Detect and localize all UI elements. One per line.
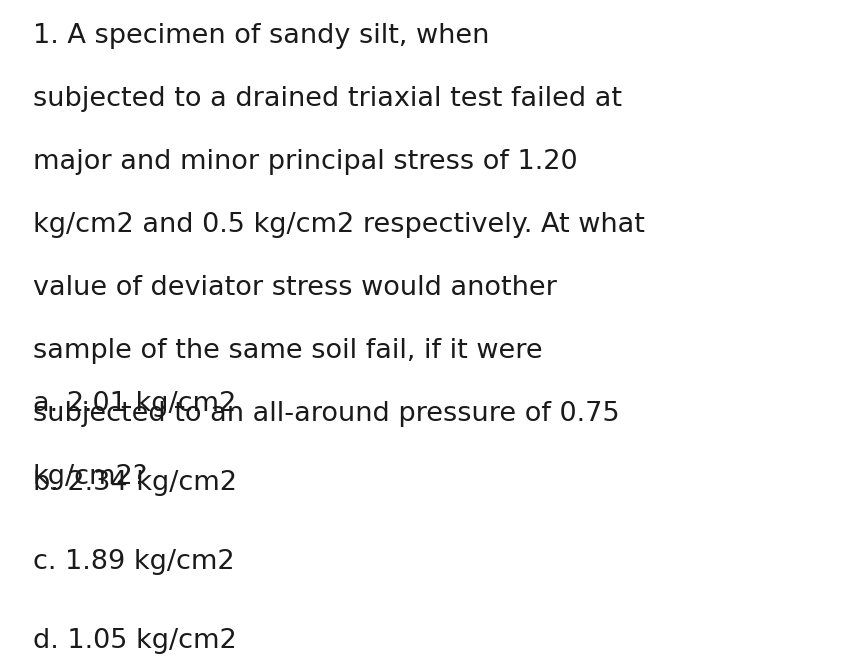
Text: value of deviator stress would another: value of deviator stress would another	[33, 275, 557, 301]
Text: major and minor principal stress of 1.20: major and minor principal stress of 1.20	[33, 149, 577, 175]
Text: b. 2.34 kg/cm2: b. 2.34 kg/cm2	[33, 470, 237, 496]
Text: 1. A specimen of sandy silt, when: 1. A specimen of sandy silt, when	[33, 23, 489, 50]
Text: d. 1.05 kg/cm2: d. 1.05 kg/cm2	[33, 628, 237, 654]
Text: a. 2.01 kg/cm2: a. 2.01 kg/cm2	[33, 391, 236, 417]
Text: kg/cm2 and 0.5 kg/cm2 respectively. At what: kg/cm2 and 0.5 kg/cm2 respectively. At w…	[33, 212, 645, 238]
Text: subjected to a drained triaxial test failed at: subjected to a drained triaxial test fai…	[33, 86, 622, 112]
Text: kg/cm2?: kg/cm2?	[33, 464, 148, 490]
Text: sample of the same soil fail, if it were: sample of the same soil fail, if it were	[33, 338, 543, 364]
Text: subjected to an all-around pressure of 0.75: subjected to an all-around pressure of 0…	[33, 401, 620, 427]
Text: c. 1.89 kg/cm2: c. 1.89 kg/cm2	[33, 549, 235, 575]
